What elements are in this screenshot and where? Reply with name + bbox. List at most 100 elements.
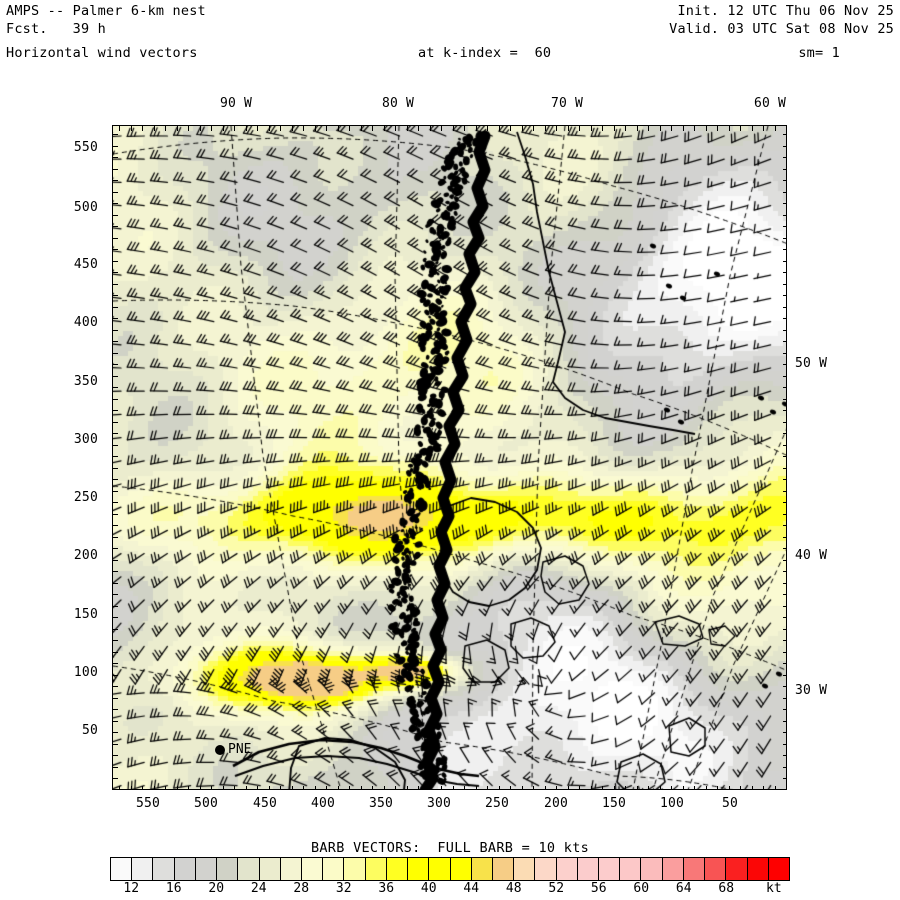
axis-tick bbox=[533, 786, 534, 789]
axis-tick bbox=[783, 410, 786, 411]
axis-tick bbox=[783, 260, 786, 262]
colorbar-cell bbox=[217, 858, 239, 880]
axis-tick bbox=[119, 786, 120, 789]
axis-tick bbox=[245, 126, 247, 131]
axis-tick bbox=[113, 513, 118, 515]
axis-label-left: 450 bbox=[73, 257, 98, 272]
axis-tick bbox=[783, 651, 786, 653]
axis-tick bbox=[176, 786, 178, 789]
plot-frame bbox=[112, 125, 787, 790]
axis-tick bbox=[783, 145, 786, 147]
axis-tick bbox=[406, 126, 408, 131]
axis-tick bbox=[113, 571, 118, 572]
axis-tick bbox=[113, 502, 118, 503]
axis-tick bbox=[113, 191, 118, 193]
axis-tick bbox=[113, 306, 118, 308]
axis-tick bbox=[113, 456, 118, 457]
axis-label-bottom: 200 bbox=[543, 796, 569, 811]
colorbar-tick: 36 bbox=[378, 881, 395, 896]
colorbar-tick: 28 bbox=[293, 881, 310, 896]
axis-tick bbox=[113, 605, 118, 607]
axis-tick bbox=[113, 283, 118, 285]
axis-tick bbox=[142, 126, 143, 131]
axis-tick bbox=[188, 786, 189, 789]
axis-tick bbox=[783, 157, 786, 158]
axis-tick bbox=[113, 145, 118, 147]
colorbar-cell bbox=[577, 858, 600, 880]
axis-tick bbox=[113, 203, 118, 204]
axis-tick bbox=[130, 126, 132, 131]
axis-label-right: 50 W bbox=[795, 356, 828, 371]
axis-tick bbox=[113, 421, 118, 423]
axis-tick bbox=[257, 786, 258, 789]
axis-tick bbox=[567, 786, 569, 789]
colorbar-cell bbox=[408, 858, 430, 880]
axis-tick bbox=[487, 786, 488, 789]
axis-tick bbox=[464, 786, 465, 789]
axis-tick bbox=[113, 329, 118, 331]
colorbar-tick: 48 bbox=[505, 881, 522, 896]
axis-label-left: 500 bbox=[73, 200, 98, 215]
axis-tick bbox=[113, 364, 118, 365]
axis-label-left: 200 bbox=[73, 548, 98, 563]
axis-tick bbox=[510, 786, 511, 789]
axis-tick bbox=[533, 126, 534, 131]
axis-tick bbox=[199, 126, 201, 131]
axis-tick bbox=[521, 126, 523, 131]
axis-tick bbox=[314, 126, 316, 131]
axis-tick bbox=[728, 126, 730, 131]
colorbar-cell bbox=[153, 858, 175, 880]
axis-tick bbox=[113, 651, 118, 653]
axis-tick bbox=[383, 786, 385, 789]
axis-tick bbox=[751, 786, 753, 789]
axis-tick bbox=[113, 697, 118, 699]
axis-tick bbox=[694, 786, 695, 789]
axis-label-left: 550 bbox=[73, 140, 98, 155]
axis-tick bbox=[648, 786, 649, 789]
axis-tick bbox=[113, 594, 118, 595]
axis-tick bbox=[176, 126, 178, 131]
axis-tick bbox=[113, 467, 118, 469]
axis-tick bbox=[113, 617, 118, 618]
axis-tick bbox=[783, 502, 786, 503]
axis-tick bbox=[625, 786, 626, 789]
colorbar-cell bbox=[599, 858, 621, 880]
axis-tick bbox=[682, 126, 684, 131]
colorbar-cell bbox=[768, 858, 789, 880]
axis-tick bbox=[113, 352, 118, 354]
axis-tick bbox=[199, 786, 201, 789]
axis-tick bbox=[113, 134, 118, 135]
axis-tick bbox=[783, 295, 786, 296]
axis-tick bbox=[418, 126, 419, 131]
axis-tick bbox=[783, 605, 786, 607]
axis-tick bbox=[783, 180, 786, 181]
axis-tick bbox=[783, 203, 786, 204]
axis-tick bbox=[119, 126, 120, 131]
axis-tick bbox=[280, 786, 281, 789]
axis-tick bbox=[579, 786, 580, 789]
axis-tick bbox=[326, 126, 327, 131]
axis-label-left: 300 bbox=[73, 432, 98, 447]
axis-tick bbox=[783, 306, 786, 308]
axis-tick bbox=[165, 126, 166, 131]
axis-tick bbox=[337, 786, 339, 789]
axis-tick bbox=[406, 786, 408, 789]
axis-tick bbox=[783, 272, 786, 273]
axis-label-bottom: 550 bbox=[135, 796, 161, 811]
model-title: AMPS -- Palmer 6-km nest bbox=[6, 3, 206, 19]
axis-tick bbox=[783, 548, 786, 549]
axis-label-bottom: 150 bbox=[601, 796, 627, 811]
axis-tick bbox=[113, 743, 118, 745]
axis-tick bbox=[783, 582, 786, 584]
axis-tick bbox=[783, 755, 786, 756]
axis-tick bbox=[113, 778, 118, 779]
header-block: AMPS -- Palmer 6-km nest Fcst. 39 h Hori… bbox=[0, 0, 900, 70]
axis-tick bbox=[429, 126, 431, 131]
axis-label-bottom: 400 bbox=[310, 796, 336, 811]
colorbar-tick: 56 bbox=[590, 881, 607, 896]
axis-tick bbox=[751, 126, 753, 131]
axis-tick bbox=[613, 126, 615, 131]
axis-tick bbox=[783, 249, 786, 250]
axis-tick bbox=[113, 260, 118, 262]
axis-tick bbox=[395, 126, 396, 131]
